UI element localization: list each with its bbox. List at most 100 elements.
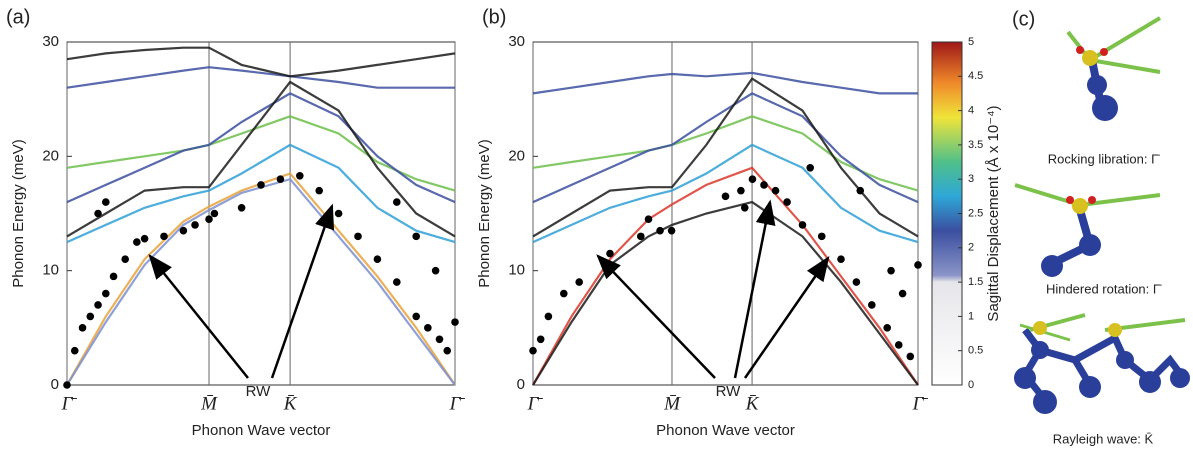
colorbar (931, 41, 963, 386)
data-point (63, 381, 71, 389)
data-point (393, 278, 401, 286)
data-point (373, 255, 382, 264)
data-point (276, 175, 285, 183)
data-point (424, 324, 432, 332)
data-point (737, 186, 745, 195)
data-point (575, 278, 583, 286)
data-point (412, 232, 421, 241)
y-tick-label: 0 (51, 376, 59, 393)
data-point (721, 192, 730, 201)
panel-label: (b) (482, 6, 506, 28)
data-point (529, 346, 537, 355)
dispersion-curve (66, 46, 456, 78)
molecule-1 (1066, 16, 1162, 121)
data-point (121, 255, 129, 264)
colorbar-tick-label: 5 (968, 36, 974, 48)
data-point (868, 301, 876, 309)
x-tick-label: Γ̄ (449, 393, 466, 414)
data-point (140, 234, 149, 243)
data-point (852, 278, 861, 286)
data-point (637, 232, 645, 241)
annotation: RW (246, 383, 272, 400)
data-point (296, 171, 304, 180)
x-tick-label: Γ̄ (61, 393, 78, 414)
dispersion-curve (532, 71, 918, 95)
data-point (431, 266, 440, 275)
annotation-arrows (148, 199, 830, 379)
panel-label: (c) (1012, 8, 1035, 30)
data-point (70, 346, 79, 355)
data-point (78, 324, 87, 332)
colorbar-label: Sagittal Displacement (Å x 10⁻⁴) (985, 105, 1002, 321)
dispersion-curve (66, 115, 456, 192)
dispersion-curve (532, 115, 919, 192)
caption: Hindered rotation: Γ̄ (1046, 281, 1162, 296)
y-tick-label: 10 (508, 262, 525, 279)
data-point (783, 198, 791, 206)
data-point (898, 289, 907, 298)
data-point (86, 312, 95, 321)
colorbar-tick-label: 4 (968, 105, 974, 117)
x-tick-label: M̄ (663, 393, 681, 414)
dispersion-curve (66, 143, 456, 244)
data-point (451, 318, 459, 326)
data-point (315, 186, 324, 195)
data-point (257, 181, 265, 189)
molecule-2 (1014, 183, 1161, 277)
data-point (806, 163, 814, 172)
data-point (760, 181, 768, 189)
data-point (560, 289, 568, 298)
data-point (94, 301, 102, 309)
colorbar-tick-label: 0 (968, 379, 974, 391)
x-tick-label: Γ̄ (912, 393, 929, 414)
y-tick-label: 10 (42, 262, 59, 279)
data-point (536, 335, 545, 344)
dispersion-curve (66, 177, 456, 386)
data-point (334, 209, 343, 218)
colorbar-tick-label: 1.5 (968, 276, 983, 288)
data-point (837, 255, 845, 264)
y-axis-label: Phonon Energy (meV) (476, 139, 493, 287)
y-tick-label: 30 (508, 33, 525, 50)
caption: Rayleigh wave: K̄ (1053, 431, 1154, 446)
data-point (544, 312, 553, 321)
data-point (894, 341, 903, 349)
data-point (443, 346, 452, 355)
dispersion-curve (532, 92, 919, 204)
x-tick-label: K̄ (745, 393, 760, 414)
data-point (914, 261, 922, 269)
data-point (771, 186, 780, 195)
y-axis-label: Phonon Energy (meV) (10, 139, 27, 287)
data-point (798, 221, 807, 229)
dispersion-curve (532, 200, 919, 386)
colorbar-tick-label: 4.5 (968, 70, 983, 82)
y-tick-label: 20 (508, 147, 525, 164)
data-point (667, 226, 676, 235)
data-point (191, 221, 199, 229)
y-tick-label: 20 (42, 147, 59, 164)
x-tick-label: K̄ (283, 393, 298, 414)
data-point (205, 215, 213, 224)
data-point (160, 232, 168, 241)
data-point (883, 324, 891, 332)
data-point (906, 352, 915, 361)
data-point (644, 215, 653, 224)
data-point (606, 249, 614, 258)
x-tick-label: M̄ (200, 393, 218, 414)
data-point (102, 289, 110, 298)
data-point (817, 232, 826, 241)
data-point (435, 335, 444, 344)
dispersion-curve (66, 92, 456, 204)
data-point (133, 238, 141, 246)
colorbar-tick-label: 0.5 (968, 345, 983, 357)
dispersion-curve (66, 172, 456, 386)
molecule-3 (1014, 313, 1190, 414)
colorbar-tick-label: 2.5 (968, 207, 983, 219)
data-point (109, 272, 118, 281)
dispersion-curve (532, 77, 919, 238)
y-tick-label: 30 (42, 33, 59, 50)
colorbar-tick-label: 3 (968, 173, 974, 185)
x-tick-label: Γ̄ (527, 393, 544, 414)
dispersion-curve (66, 80, 456, 238)
